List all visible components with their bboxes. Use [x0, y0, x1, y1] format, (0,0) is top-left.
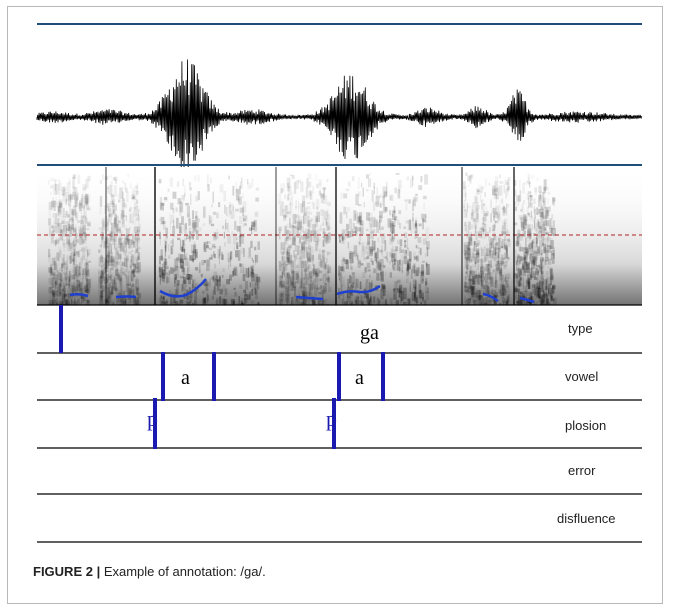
plosion-marker-2	[332, 398, 336, 449]
plosion-label-p-2: p	[326, 406, 337, 431]
vowel-boundary-start-2	[337, 352, 341, 401]
pitch-contour-3	[159, 278, 207, 298]
tier-name-vowel: vowel	[565, 369, 598, 384]
vowel-boundary-end-1	[212, 352, 216, 401]
vowel-label-a-2: a	[355, 367, 364, 389]
vowel-boundary-end-2	[381, 352, 385, 401]
pitch-contour-2	[115, 295, 137, 299]
audio-waveform	[36, 59, 643, 176]
pitch-contour-5	[336, 284, 381, 296]
spectrogram-boundaries	[105, 167, 515, 305]
vowel-label-a-1: a	[181, 367, 190, 389]
plosion-marker-1	[153, 398, 157, 449]
annotation-figure: type vowel plosion error disfluence ga a…	[36, 23, 643, 543]
caption-prefix: FIGURE 2 |	[33, 564, 101, 579]
caption-text: Example of annotation: /ga/.	[100, 564, 266, 579]
spectrogram-panel	[37, 167, 642, 305]
pitch-contour-4	[295, 295, 324, 301]
type-boundary-marker	[59, 305, 63, 353]
pitch-contour-6	[482, 292, 499, 303]
spectrogram-energy	[37, 167, 642, 305]
pitch-contours	[69, 278, 535, 304]
tier-name-disfluence: disfluence	[557, 511, 616, 526]
annotation-tiers: type vowel plosion error disfluence ga a…	[37, 304, 642, 543]
tier-name-error: error	[568, 463, 596, 478]
tier-name-plosion: plosion	[565, 418, 606, 433]
plosion-label-p-1: p	[147, 406, 158, 431]
waveform-panel	[36, 23, 643, 176]
pitch-contour-1	[69, 292, 89, 298]
pitch-contour-7	[519, 296, 535, 304]
tier-name-type: type	[568, 321, 593, 336]
vowel-boundary-start-1	[161, 352, 165, 401]
type-label-ga: ga	[360, 322, 379, 344]
figure-caption: FIGURE 2 | Example of annotation: /ga/.	[33, 564, 266, 579]
figure-frame: type vowel plosion error disfluence ga a…	[7, 6, 663, 604]
